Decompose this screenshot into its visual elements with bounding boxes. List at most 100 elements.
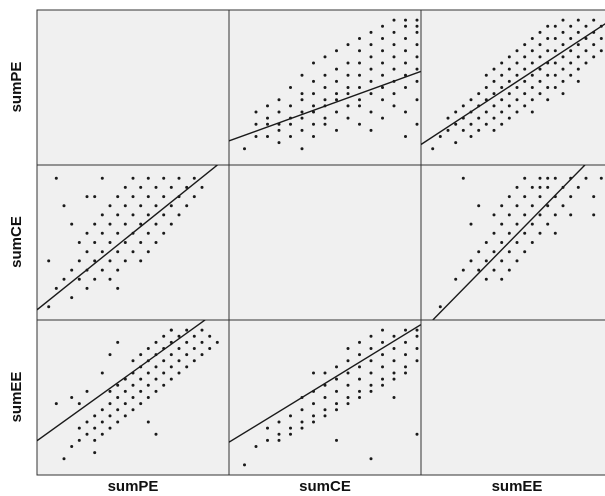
point-sumEE-sumCE-17 xyxy=(507,231,511,235)
point-sumCE-sumPE-20 xyxy=(300,116,304,120)
point-sumCE-sumPE-61 xyxy=(369,128,373,132)
point-sumCE-sumPE-4 xyxy=(266,135,269,138)
point-sumPE-sumEE-35 xyxy=(146,383,150,387)
point-sumEE-sumCE-24 xyxy=(523,195,527,199)
point-sumPE-sumEE-33 xyxy=(139,353,143,357)
point-sumPE-sumCE-36 xyxy=(131,213,135,217)
point-sumPE-sumCE-60 xyxy=(177,213,181,217)
point-sumCE-sumPE-42 xyxy=(335,92,338,96)
point-sumEE-sumPE-66 xyxy=(546,98,550,102)
point-sumPE-sumCE-69 xyxy=(62,204,66,208)
point-sumEE-sumPE-29 xyxy=(500,122,504,126)
point-sumCE-sumPE-94 xyxy=(415,122,419,126)
point-sumPE-sumCE-1 xyxy=(54,286,58,290)
point-sumPE-sumEE-51 xyxy=(169,377,173,381)
panel-sumEE-vs-sumCE xyxy=(228,319,422,476)
point-sumPE-sumCE-52 xyxy=(154,185,158,189)
point-sumPE-sumCE-6 xyxy=(77,259,81,263)
point-sumPE-sumEE-70 xyxy=(215,340,219,344)
point-sumCE-sumPE-31 xyxy=(312,61,315,65)
point-sumCE-sumEE-56 xyxy=(392,334,396,338)
point-sumCE-sumEE-43 xyxy=(369,359,373,363)
panel-background xyxy=(228,164,422,321)
point-sumEE-sumPE-72 xyxy=(546,24,550,28)
point-sumEE-sumPE-21 xyxy=(484,86,488,89)
point-sumEE-sumPE-37 xyxy=(507,92,511,96)
point-sumEE-sumPE-36 xyxy=(507,104,511,108)
point-sumPE-sumCE-68 xyxy=(54,176,58,180)
point-sumEE-sumCE-50 xyxy=(599,176,603,180)
point-sumPE-sumEE-15 xyxy=(108,389,112,393)
point-sumPE-sumEE-75 xyxy=(116,340,120,344)
point-sumEE-sumCE-35 xyxy=(538,231,542,235)
point-sumPE-sumCE-49 xyxy=(154,241,158,244)
point-sumCE-sumPE-55 xyxy=(358,98,361,102)
point-sumPE-sumCE-25 xyxy=(116,250,120,254)
panel-sumEE-vs-sumEE xyxy=(420,319,605,476)
point-sumCE-sumEE-28 xyxy=(346,396,350,399)
point-sumCE-sumPE-96 xyxy=(415,79,419,83)
point-sumEE-sumCE-43 xyxy=(561,204,565,208)
point-sumEE-sumPE-104 xyxy=(592,18,596,22)
point-sumCE-sumPE-16 xyxy=(289,104,292,108)
point-sumCE-sumPE-26 xyxy=(312,122,315,126)
point-sumPE-sumEE-19 xyxy=(116,383,120,387)
point-sumPE-sumCE-34 xyxy=(131,250,135,254)
point-sumEE-sumPE-58 xyxy=(530,49,534,53)
point-sumCE-sumPE-56 xyxy=(358,86,361,89)
point-sumPE-sumEE-72 xyxy=(85,389,89,393)
point-sumCE-sumPE-1 xyxy=(254,135,258,138)
point-sumPE-sumEE-28 xyxy=(131,359,135,363)
point-sumPE-sumEE-2 xyxy=(77,438,81,442)
point-sumEE-sumPE-94 xyxy=(576,43,580,47)
point-sumPE-sumEE-14 xyxy=(108,426,112,430)
point-sumPE-sumEE-17 xyxy=(116,408,120,412)
point-sumEE-sumPE-59 xyxy=(530,37,534,40)
point-sumEE-sumCE-39 xyxy=(553,176,557,180)
point-sumPE-sumEE-40 xyxy=(154,377,158,381)
point-sumCE-sumPE-59 xyxy=(358,49,361,53)
point-sumEE-sumCE-56 xyxy=(507,195,511,199)
point-sumEE-sumPE-98 xyxy=(584,49,588,53)
point-sumPE-sumCE-46 xyxy=(146,213,150,217)
point-sumEE-sumPE-24 xyxy=(492,116,496,120)
point-sumPE-sumCE-54 xyxy=(162,213,166,217)
point-sumCE-sumPE-58 xyxy=(358,61,361,65)
point-sumPE-sumEE-67 xyxy=(200,353,204,357)
point-sumCE-sumEE-39 xyxy=(358,340,361,344)
point-sumCE-sumPE-9 xyxy=(277,128,281,132)
point-sumEE-sumPE-97 xyxy=(584,61,588,65)
point-sumEE-sumPE-62 xyxy=(538,67,542,71)
point-sumEE-sumPE-81 xyxy=(561,67,565,71)
point-sumEE-sumPE-57 xyxy=(530,61,534,65)
panel-marks xyxy=(229,323,421,467)
point-sumCE-sumEE-5 xyxy=(277,420,281,424)
point-sumPE-sumEE-77 xyxy=(93,451,97,455)
point-sumPE-sumCE-0 xyxy=(47,305,51,309)
point-sumEE-sumPE-23 xyxy=(492,128,496,132)
point-sumEE-sumCE-54 xyxy=(492,213,496,217)
panel-background xyxy=(420,319,605,476)
point-sumPE-sumEE-34 xyxy=(146,371,150,375)
point-sumEE-sumCE-45 xyxy=(569,195,573,199)
point-sumEE-sumPE-83 xyxy=(561,43,565,47)
point-sumPE-sumEE-13 xyxy=(108,414,112,418)
point-sumEE-sumCE-57 xyxy=(515,185,519,189)
point-sumPE-sumEE-8 xyxy=(93,438,97,442)
point-sumCE-sumEE-47 xyxy=(381,365,384,369)
point-sumEE-sumCE-38 xyxy=(546,222,550,226)
point-sumPE-sumEE-1 xyxy=(70,445,74,448)
point-sumEE-sumPE-22 xyxy=(484,73,488,77)
point-sumCE-sumPE-53 xyxy=(358,122,361,126)
point-sumPE-sumCE-3 xyxy=(70,296,74,300)
fit-line-sumCE-sumEE xyxy=(229,323,421,444)
point-sumPE-sumCE-76 xyxy=(116,286,120,290)
point-sumEE-sumPE-14 xyxy=(477,128,481,132)
point-sumEE-sumCE-48 xyxy=(592,195,596,199)
point-sumEE-sumCE-21 xyxy=(515,222,519,226)
point-sumEE-sumPE-77 xyxy=(553,37,557,40)
point-sumCE-sumEE-33 xyxy=(346,347,350,350)
point-sumPE-sumEE-59 xyxy=(185,353,189,357)
point-sumPE-sumCE-7 xyxy=(85,286,89,290)
point-sumEE-sumCE-2 xyxy=(461,268,465,272)
